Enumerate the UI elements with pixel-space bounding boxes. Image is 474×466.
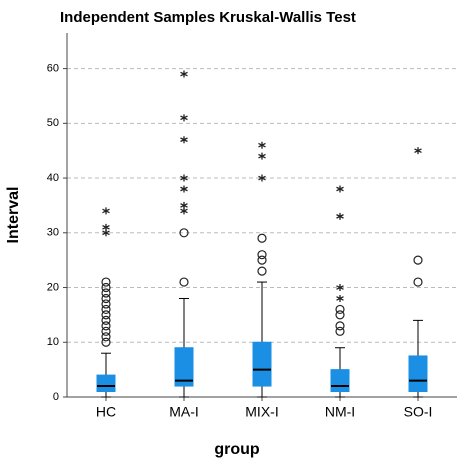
outlier [101, 310, 111, 320]
x-tick-label: HC [96, 404, 116, 420]
y-tick-label: 0 [53, 391, 59, 403]
y-tick-label: 60 [47, 62, 59, 74]
extreme [258, 152, 266, 160]
outlier [335, 310, 345, 320]
extreme [180, 114, 188, 122]
y-tick-label: 20 [47, 281, 59, 293]
extreme [102, 223, 110, 231]
extreme [258, 141, 266, 149]
x-tick-label: SO-I [404, 404, 433, 420]
box [174, 347, 194, 387]
extreme [336, 284, 344, 292]
y-tick-label: 50 [47, 117, 59, 129]
outlier [257, 250, 267, 260]
outlier [101, 277, 111, 287]
x-tick-label: MA-I [169, 404, 199, 420]
outlier [257, 255, 267, 265]
extreme [180, 70, 188, 78]
extreme [336, 294, 344, 302]
outlier [257, 266, 267, 276]
extreme [336, 212, 344, 220]
box [252, 341, 272, 387]
x-tick-label: MIX-I [245, 404, 278, 420]
chart-title: Independent Samples Kruskal-Wallis Test [60, 9, 356, 26]
x-tick-label: NM-I [325, 404, 355, 420]
outlier [335, 326, 345, 336]
outlier [335, 304, 345, 315]
outlier [101, 315, 111, 325]
x-axis-label: group [214, 441, 260, 458]
extreme [102, 207, 110, 215]
extreme [180, 185, 188, 193]
outlier [101, 288, 111, 298]
y-tick-label: 30 [47, 227, 59, 239]
extreme [180, 201, 188, 209]
box [408, 355, 428, 393]
outlier [101, 293, 111, 304]
outlier [101, 321, 111, 331]
outlier [179, 228, 189, 238]
outlier [179, 277, 189, 287]
extreme [258, 174, 266, 182]
extreme [414, 147, 422, 155]
outlier [101, 282, 111, 293]
outlier [257, 233, 267, 243]
y-tick-label: 10 [47, 336, 59, 348]
outlier [101, 304, 111, 315]
box [96, 374, 116, 393]
extreme [180, 136, 188, 144]
outlier [335, 321, 345, 331]
outlier [413, 255, 423, 265]
outlier [101, 337, 111, 347]
outlier [101, 326, 111, 336]
outlier [413, 277, 423, 287]
extreme [336, 185, 344, 193]
y-tick-label: 40 [47, 172, 59, 184]
box [330, 369, 350, 393]
extreme [180, 174, 188, 182]
y-axis-label: Interval [5, 187, 22, 244]
outlier [101, 332, 111, 342]
outlier [101, 299, 111, 309]
